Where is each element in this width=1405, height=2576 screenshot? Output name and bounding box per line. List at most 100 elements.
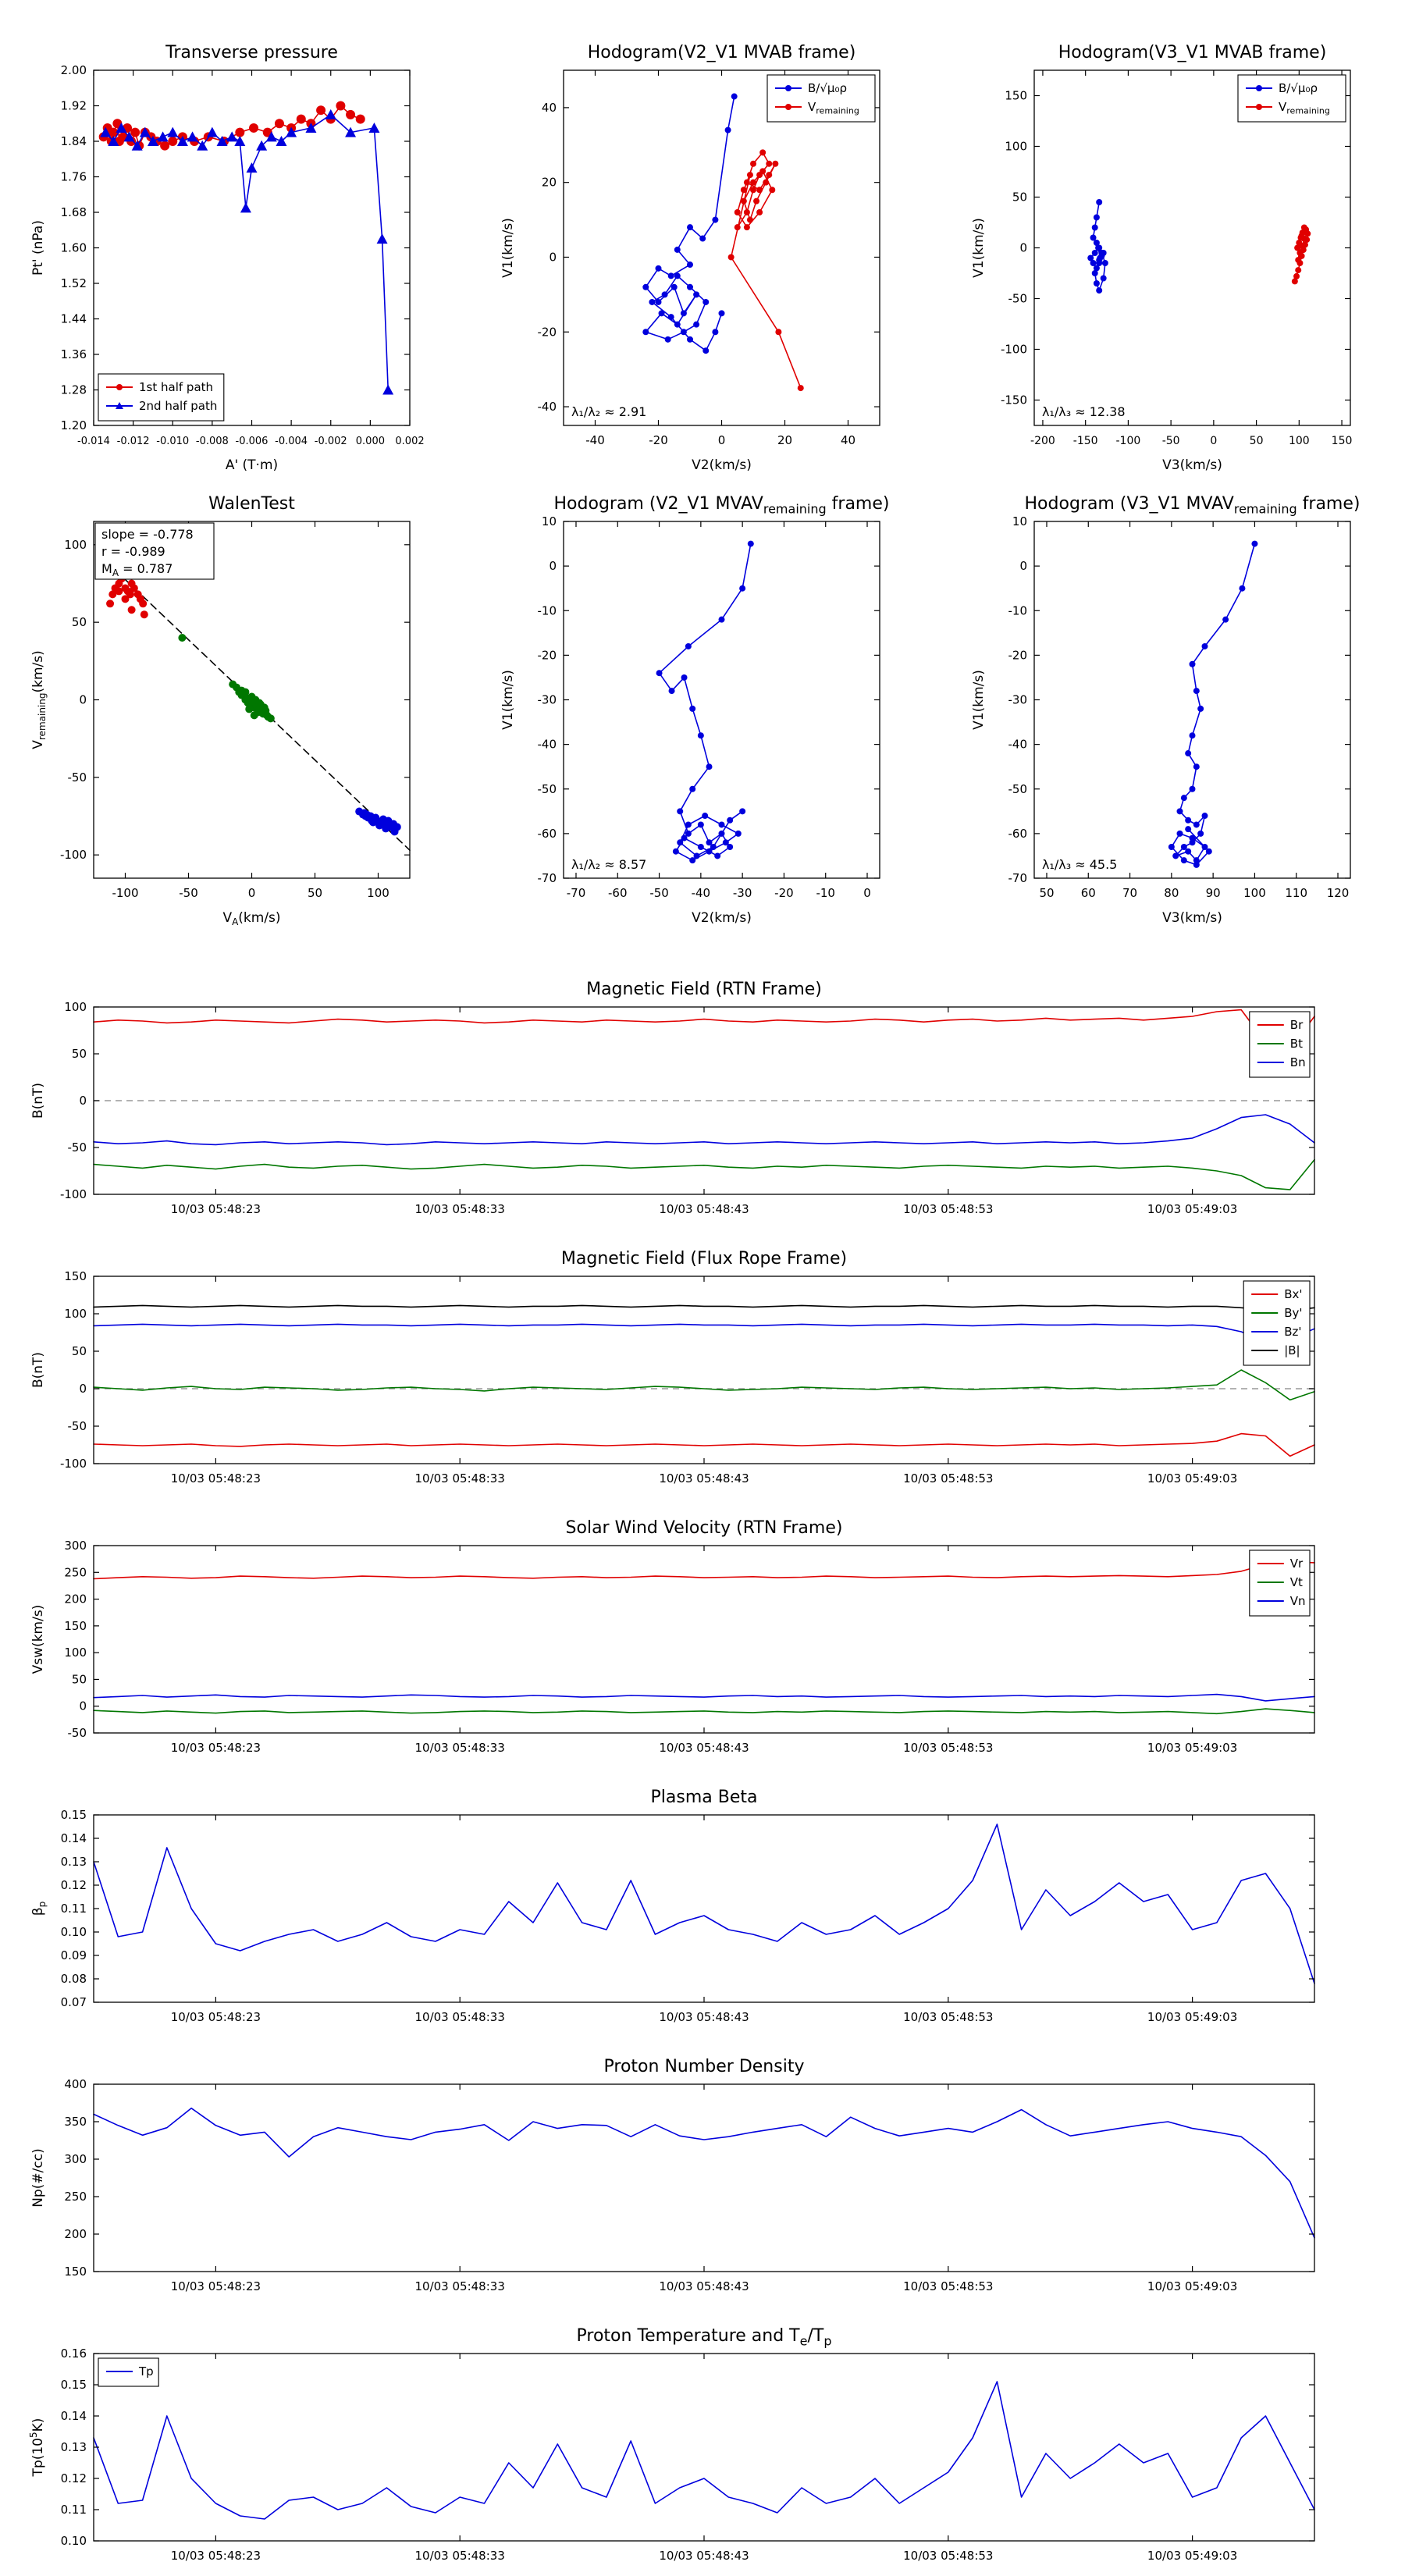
- marker-dot: [750, 160, 756, 167]
- marker-dot: [1093, 240, 1100, 246]
- panel-title: Plasma Beta: [651, 1788, 758, 1807]
- marker-triangle: [108, 136, 119, 146]
- stats-line: slope = -0.778: [101, 527, 194, 542]
- marker-dot: [261, 706, 270, 715]
- y-axis-label: Np(#/cc): [30, 2148, 46, 2207]
- legend-label: B/√μ₀ρ: [808, 81, 847, 95]
- marker-dot: [727, 844, 734, 851]
- x-tick-label: -40: [585, 433, 605, 447]
- x-tick-label: 10/03 05:49:03: [1147, 2279, 1237, 2293]
- marker-dot: [1090, 234, 1097, 241]
- panel-title: Hodogram(V2_V1 MVAB frame): [588, 43, 856, 62]
- y-tick-label: -50: [68, 770, 87, 785]
- legend-box: [1237, 74, 1346, 123]
- marker-dot: [1185, 750, 1192, 757]
- y-tick-label: -40: [1008, 738, 1028, 752]
- marker-dot: [1297, 250, 1304, 256]
- legend: Vr Vt Vn: [1249, 1550, 1311, 1617]
- y-tick-label: 50: [72, 1047, 87, 1061]
- marker-dot: [734, 224, 741, 231]
- marker-dot: [746, 216, 753, 223]
- x-tick-label: -60: [608, 886, 628, 900]
- x-tick-label: 10/03 05:49:03: [1147, 2549, 1237, 2563]
- x-tick-label: -40: [692, 886, 711, 900]
- marker-dot: [658, 310, 665, 317]
- marker-dot: [1098, 250, 1105, 256]
- axes-frame: [1033, 521, 1351, 879]
- series-trace: [1171, 543, 1256, 866]
- marker-dot: [1295, 267, 1302, 274]
- y-tick-label: 0.12: [61, 2471, 87, 2485]
- series-markers-V-remaining: [1291, 224, 1311, 285]
- marker-dot: [382, 824, 390, 833]
- panel-hodogram-v3v1-mvav: Hodogram (V3_V1 MVAVremaining frame) 50 60…: [971, 494, 1360, 926]
- x-axis-label: V3(km/s): [1162, 457, 1222, 473]
- y-tick-label: 1.84: [61, 134, 87, 148]
- marker-dot: [702, 298, 710, 305]
- x-tick-label: -50: [649, 886, 669, 900]
- y-tick-label: -50: [68, 1140, 87, 1155]
- x-tick-label: -30: [733, 886, 752, 900]
- x-tick-label: -0.010: [156, 436, 189, 447]
- marker-dot: [697, 844, 704, 851]
- x-axis-label: VA(km/s): [222, 910, 280, 927]
- marker-triangle: [197, 140, 208, 151]
- marker-dot: [1193, 857, 1200, 864]
- series-Bn: [93, 1114, 1315, 1146]
- marker-dot: [740, 197, 747, 205]
- legend-label: By': [1284, 1306, 1302, 1320]
- marker-dot: [1189, 732, 1196, 739]
- marker-dot: [1205, 848, 1212, 855]
- y-tick-label: 0.12: [61, 1878, 87, 1892]
- marker-dot: [121, 595, 130, 603]
- y-axis-label: Vsw(km/s): [30, 1605, 46, 1674]
- marker-dot: [656, 670, 663, 677]
- marker-dot: [1193, 821, 1200, 828]
- marker-dot: [667, 272, 674, 279]
- x-tick-label: 10/03 05:48:43: [659, 2010, 749, 2024]
- marker-dot: [677, 808, 684, 815]
- marker-triangle: [376, 233, 388, 244]
- y-tick-label: 1.20: [61, 418, 87, 432]
- annotation-text: λ₁/λ₃ ≈ 45.5: [1042, 857, 1117, 872]
- marker-dot: [1295, 257, 1302, 264]
- series-Vt: [93, 1708, 1315, 1715]
- x-tick-label: 50: [1250, 435, 1264, 447]
- y-tick-label: 400: [64, 2077, 87, 2091]
- y-tick-label: 100: [64, 538, 87, 552]
- x-tick-label: -100: [112, 886, 138, 900]
- legend-label: Br: [1290, 1018, 1304, 1032]
- marker-dot: [655, 265, 662, 272]
- marker-dot: [772, 160, 779, 167]
- marker-dot: [759, 168, 767, 175]
- y-tick-label: 0.10: [61, 2534, 87, 2548]
- x-tick-label: 10/03 05:48:33: [415, 1202, 505, 1216]
- series-Tp: [93, 2381, 1315, 2520]
- marker-dot: [178, 634, 187, 642]
- marker-dot: [1298, 232, 1305, 239]
- panel-b-fluxrope: Magnetic Field (Flux Rope Frame) 10/03 05…: [30, 1249, 1315, 1485]
- y-axis-label: Pt' (nPa): [30, 220, 46, 276]
- marker-dot: [739, 808, 746, 815]
- series-Br: [93, 1009, 1315, 1050]
- legend-label: |B|: [1284, 1343, 1300, 1357]
- marker-dot: [718, 310, 725, 317]
- marker-dot: [687, 262, 693, 269]
- x-tick-label: 0: [863, 886, 871, 900]
- legend-label: Tp: [138, 2364, 154, 2379]
- marker-dot: [750, 179, 756, 186]
- y-tick-label: -100: [60, 848, 87, 862]
- x-tick-label: 80: [1164, 886, 1179, 900]
- marker-triangle: [123, 131, 135, 142]
- marker-triangle: [100, 126, 112, 137]
- x-axis-label: V3(km/s): [1162, 910, 1222, 926]
- marker-dot: [661, 291, 668, 298]
- panel-title: Magnetic Field (Flux Rope Frame): [561, 1249, 847, 1268]
- y-tick-label: 0.11: [61, 2503, 87, 2517]
- y-tick-label: 0.13: [61, 2440, 87, 2454]
- series-markers-V-remaining: [727, 149, 804, 392]
- marker-triangle: [226, 131, 238, 142]
- marker-dot: [1251, 540, 1258, 547]
- marker-triangle: [216, 136, 228, 146]
- x-tick-label: 10/03 05:48:43: [659, 2279, 749, 2293]
